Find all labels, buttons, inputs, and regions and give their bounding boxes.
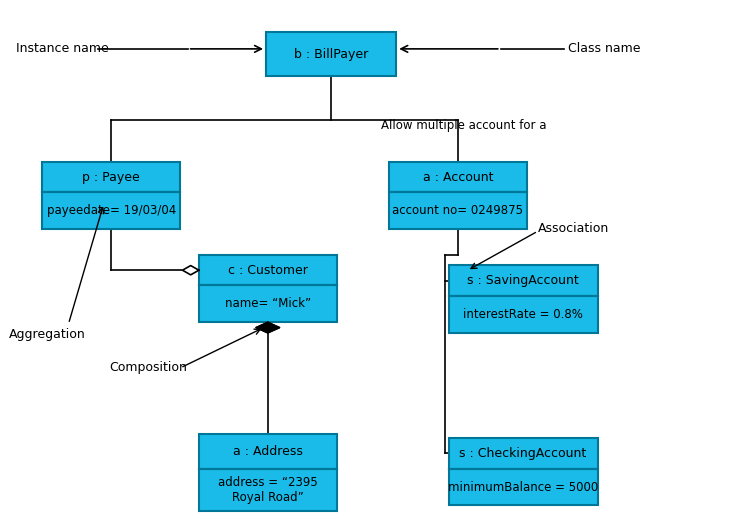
FancyBboxPatch shape: [199, 434, 337, 469]
FancyBboxPatch shape: [449, 296, 598, 333]
Text: Class name: Class name: [568, 43, 640, 56]
Text: Composition: Composition: [109, 361, 187, 374]
Text: a : Account: a : Account: [423, 171, 493, 184]
Text: Allow multiple account for a: Allow multiple account for a: [381, 119, 547, 132]
FancyBboxPatch shape: [449, 469, 598, 506]
FancyBboxPatch shape: [43, 193, 180, 229]
Polygon shape: [256, 322, 280, 333]
Text: account no= 0249875: account no= 0249875: [393, 204, 524, 217]
Text: address = “2395
Royal Road”: address = “2395 Royal Road”: [218, 476, 318, 504]
FancyBboxPatch shape: [449, 439, 598, 469]
FancyBboxPatch shape: [43, 162, 180, 193]
FancyBboxPatch shape: [199, 285, 337, 322]
Text: Aggregation: Aggregation: [9, 328, 85, 341]
FancyBboxPatch shape: [449, 265, 598, 296]
FancyBboxPatch shape: [199, 255, 337, 285]
FancyBboxPatch shape: [266, 32, 396, 76]
Text: minimumBalance = 5000: minimumBalance = 5000: [448, 481, 598, 494]
FancyBboxPatch shape: [389, 193, 527, 229]
FancyBboxPatch shape: [389, 162, 527, 193]
Text: p : Payee: p : Payee: [82, 171, 140, 184]
Text: s : SavingAccount: s : SavingAccount: [468, 274, 579, 287]
Text: c : Customer: c : Customer: [228, 264, 307, 277]
Text: Association: Association: [538, 222, 609, 235]
FancyBboxPatch shape: [199, 469, 337, 511]
Text: s : CheckingAccount: s : CheckingAccount: [459, 447, 586, 460]
Text: interestRate = 0.8%: interestRate = 0.8%: [463, 308, 583, 321]
Text: name= “Mick”: name= “Mick”: [224, 297, 311, 310]
Text: payeedate= 19/03/04: payeedate= 19/03/04: [46, 204, 176, 217]
Polygon shape: [183, 266, 199, 275]
Text: b : BillPayer: b : BillPayer: [294, 48, 368, 61]
Text: Instance name: Instance name: [16, 43, 109, 56]
Text: a : Address: a : Address: [233, 445, 303, 458]
